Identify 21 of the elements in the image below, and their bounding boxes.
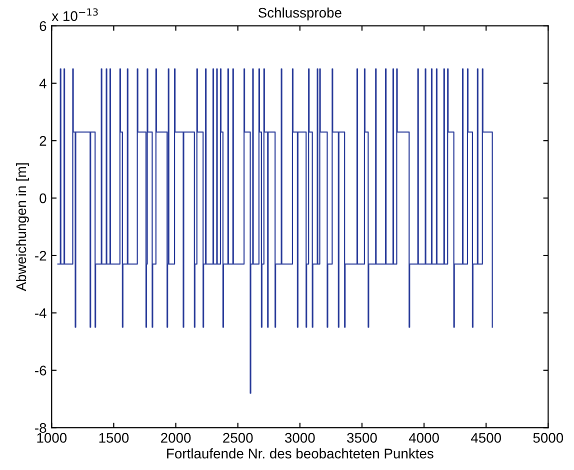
x-tick-label: 3500 xyxy=(347,432,377,443)
x-tick-label: 1500 xyxy=(99,432,129,443)
x-tick-label: 4500 xyxy=(470,432,502,443)
y-tick-label: 0 xyxy=(40,193,46,204)
x-tick-label: 3000 xyxy=(284,432,315,443)
y-tick-label: -6 xyxy=(35,366,46,376)
y-tick-label: -8 xyxy=(35,423,46,433)
y-tick-label: 4 xyxy=(39,78,46,88)
x-axis-title: Fortlaufende Nr. des beobachteten Punktes xyxy=(167,448,434,458)
chart-title: Schlussprobe xyxy=(258,7,342,20)
text: x 10$^{−13}$ xyxy=(52,8,98,21)
x-tick-label: 2000 xyxy=(161,432,191,443)
y-tick-label: -2 xyxy=(35,250,46,261)
y-tick-label: 6 xyxy=(40,21,46,32)
x-tick-label: 2500 xyxy=(223,432,253,443)
x-tick-label: 5000 xyxy=(533,432,564,443)
x-tick-label: 4000 xyxy=(408,432,439,443)
y-tick-label: 2 xyxy=(40,136,46,146)
y-tick-label: -4 xyxy=(35,308,46,318)
x-tick-label: 1000 xyxy=(37,432,67,443)
y-axis-title: Abweichungen in [m] xyxy=(16,163,29,292)
